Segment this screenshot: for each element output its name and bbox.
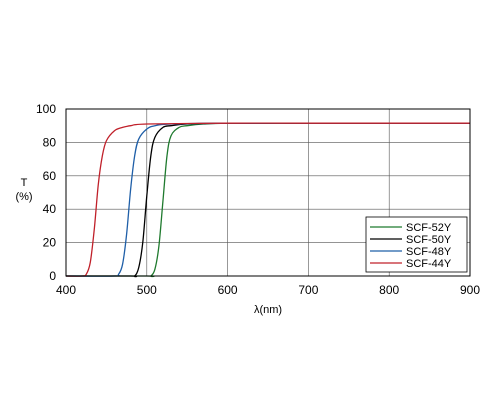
plot-frame [65,108,471,277]
y-axis-label-bottom: (%) [15,191,32,203]
x-axis-label: λ(nm) [254,304,282,316]
y-tick-label: 40 [43,202,57,216]
y-tick-label: 0 [49,269,56,283]
legend-label: SCF-50Y [406,234,452,246]
y-tick-label: 80 [43,135,57,149]
x-tick-labels: 400 500 600 700 800 900 [56,283,480,297]
series-curves [65,122,470,278]
x-tick-label: 700 [298,283,318,297]
x-tick-label: 900 [460,283,480,297]
x-tick-label: 400 [56,283,76,297]
y-tick-label: 100 [36,102,56,116]
x-tick-label: 600 [218,283,238,297]
y-tick-labels: 0 20 40 60 80 100 [36,102,56,283]
series-line-scf-44y [65,122,470,277]
legend-label: SCF-52Y [406,222,452,234]
x-tick-label: 500 [137,283,157,297]
y-axis-label-top: T [21,177,28,189]
legend-label: SCF-48Y [406,246,452,258]
legend-label: SCF-44Y [406,258,452,270]
y-tick-label: 20 [43,236,57,250]
y-tick-label: 60 [43,169,57,183]
x-tick-label: 800 [379,283,399,297]
